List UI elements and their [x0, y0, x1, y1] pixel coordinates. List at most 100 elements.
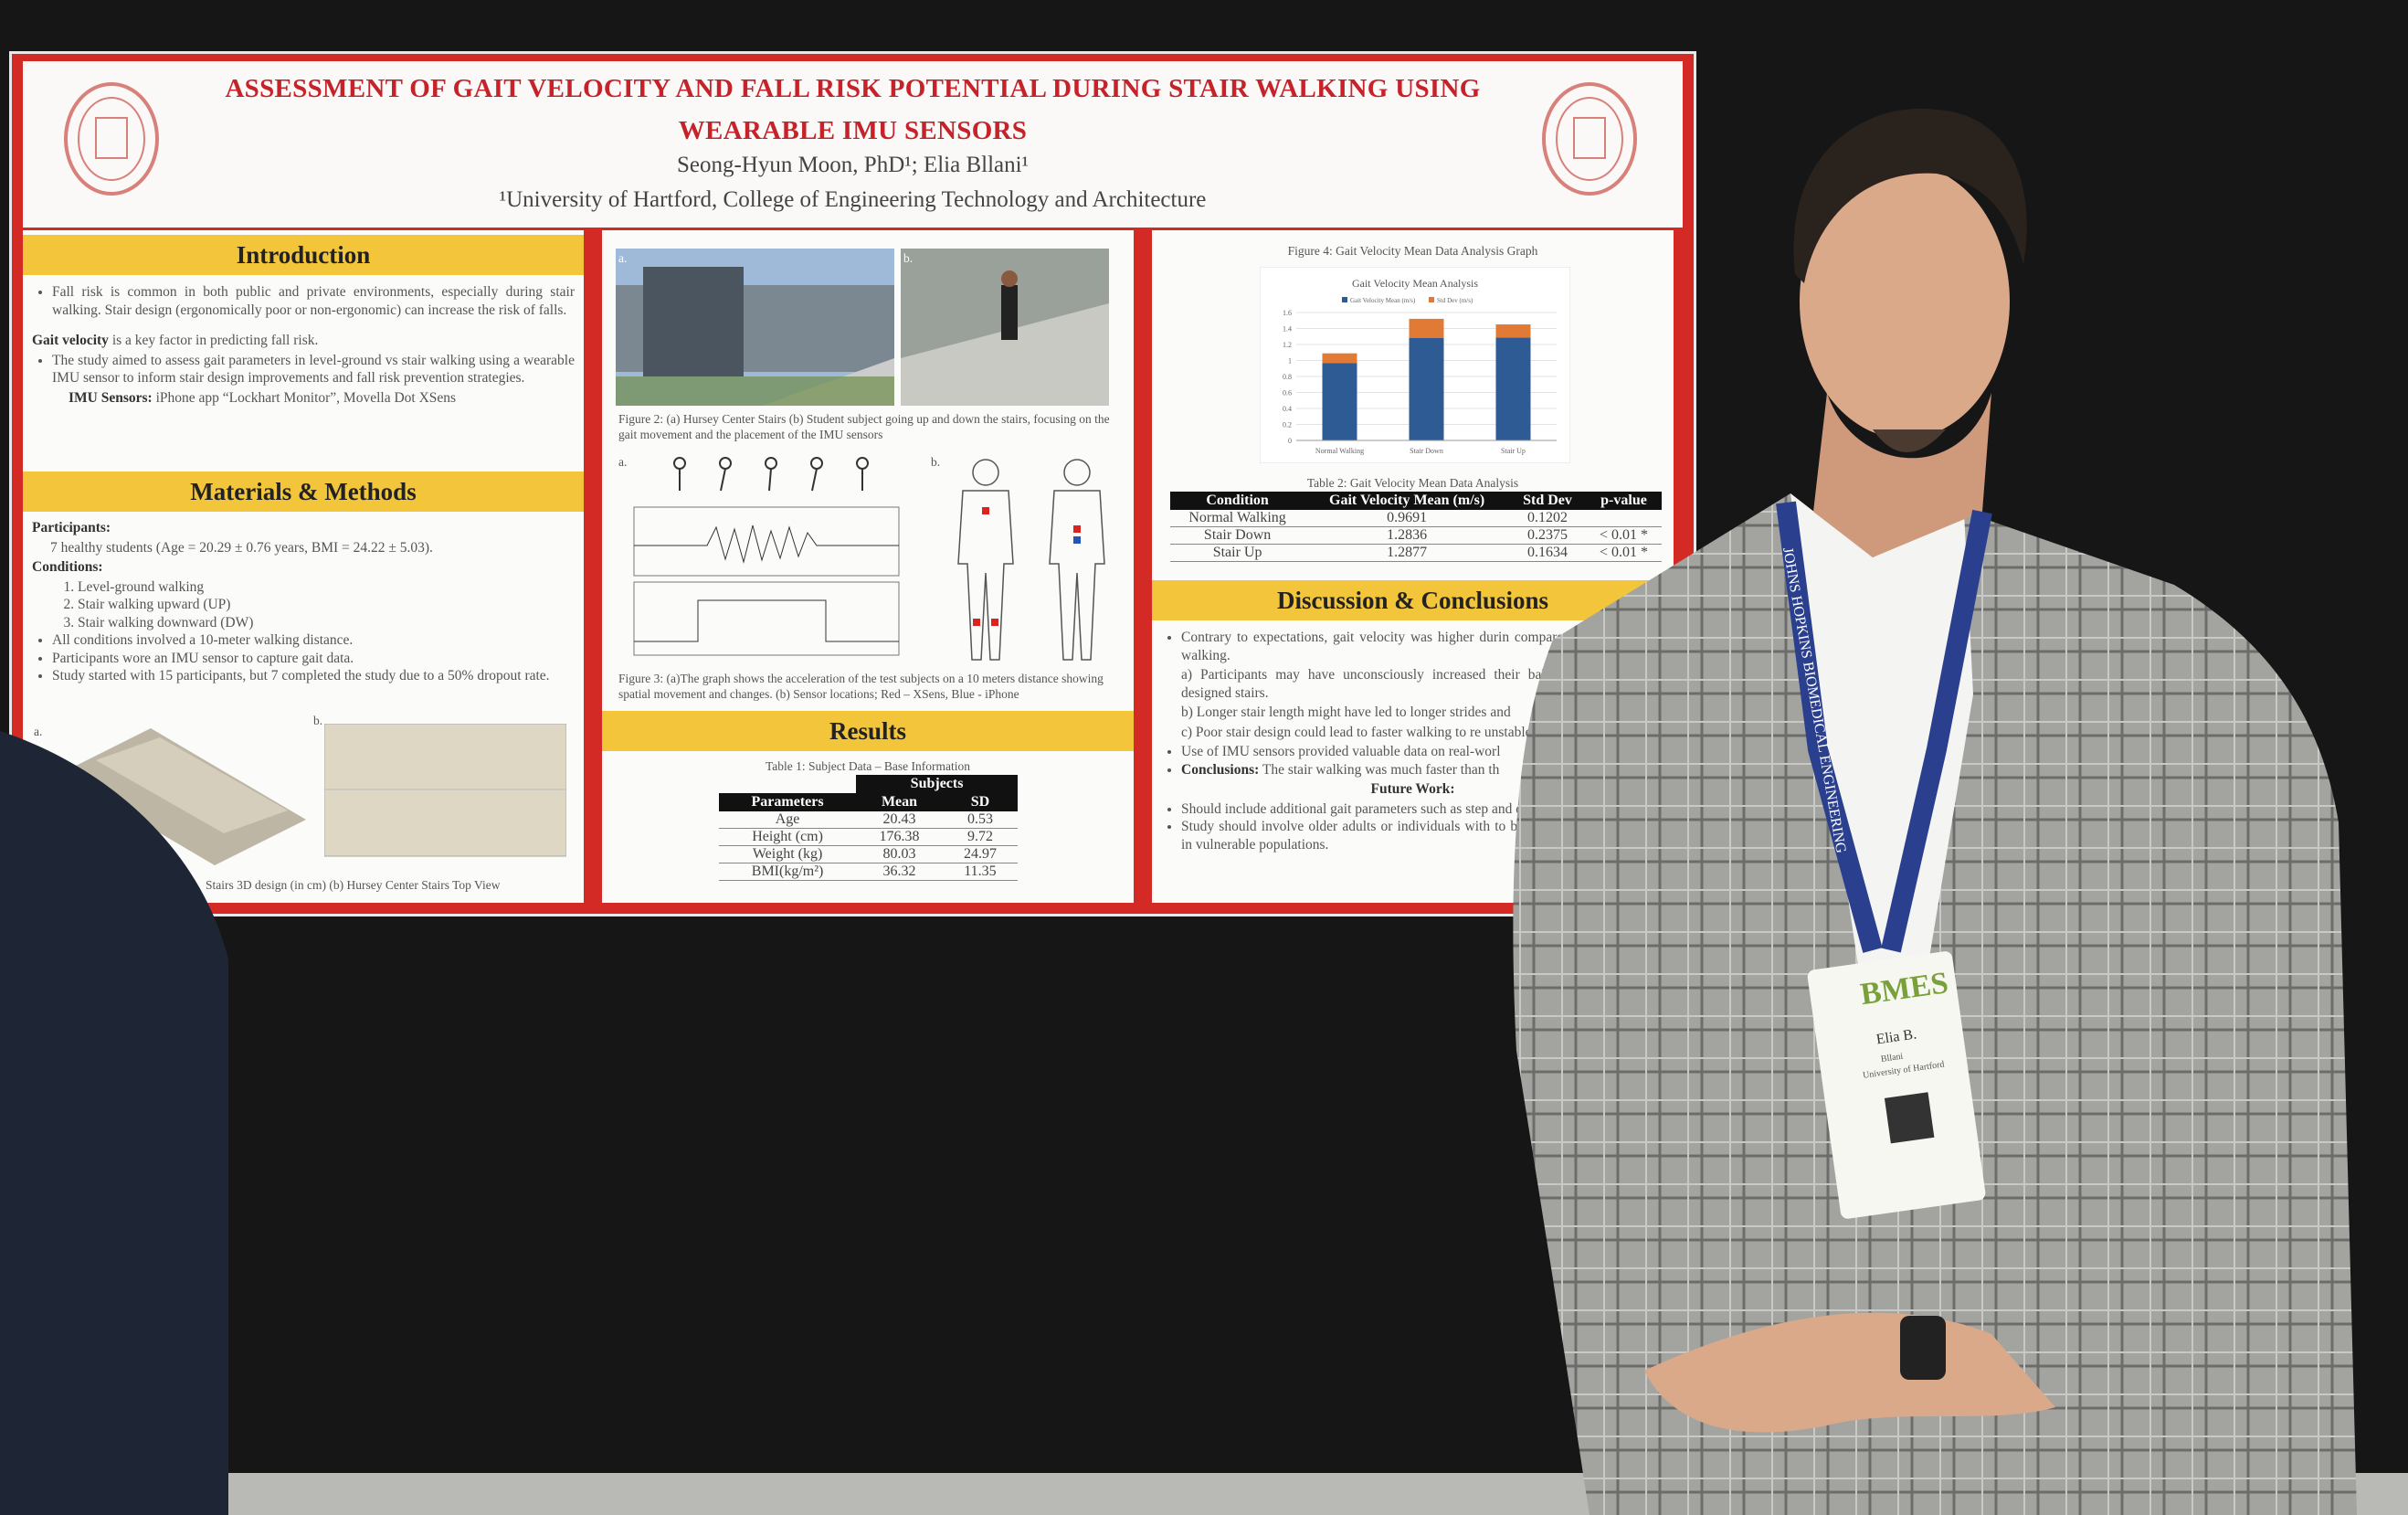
- table-cell: 0.1634: [1509, 544, 1586, 562]
- table-header: Condition: [1170, 492, 1305, 510]
- bar: [1322, 363, 1357, 440]
- text: The stair walking was much faster than t…: [1259, 761, 1500, 778]
- bar: [1322, 353, 1357, 364]
- text: b) Longer stair length might have led to…: [1181, 705, 1511, 720]
- table-cell: 11.35: [942, 863, 1018, 881]
- table-cell: Age: [719, 811, 857, 829]
- bar: [1409, 318, 1444, 338]
- table-cell: 0.9691: [1304, 510, 1510, 527]
- text: iPhone app “Lockhart Monitor”, Movella D…: [152, 389, 457, 406]
- y-tick-label: 1: [1288, 357, 1292, 366]
- bullet: All conditions involved a 10-meter walki…: [52, 631, 575, 650]
- table-cell: Stair Up: [1170, 544, 1305, 562]
- table-cell: Normal Walking: [1170, 510, 1305, 527]
- x-tick-label: Normal Walking: [1315, 447, 1364, 455]
- table-row: Condition Gait Velocity Mean (m/s) Std Dev…: [1170, 492, 1662, 510]
- person-left: [0, 731, 228, 1515]
- table-row: Weight (kg) 80.03 24.97: [719, 845, 1018, 863]
- figure-caption: Figure 3: (a)The graph shows the acceler…: [618, 672, 1104, 701]
- chart-title: Gait Velocity Mean Analysis: [1352, 277, 1478, 290]
- table: Condition Gait Velocity Mean (m/s) Std Dev…: [1170, 492, 1662, 562]
- table: Subjects Parameters Mean SD Age 20.43 0.53 Hei…: [719, 775, 1018, 881]
- y-tick-label: 1.4: [1283, 325, 1292, 334]
- bar: [1409, 337, 1444, 440]
- table-row: Stair Up 1.2877 0.1634 < 0.01 *: [1170, 544, 1662, 562]
- table-cell: 80.03: [856, 845, 943, 863]
- bullet: Use of IMU sensors provided valuable dat…: [1181, 743, 1664, 761]
- bullet: Fall risk is common in both public and p…: [52, 283, 575, 319]
- x-tick-label: Stair Up: [1501, 447, 1526, 455]
- bullet: The study aimed to assess gait parameter…: [52, 352, 575, 387]
- y-tick-label: 0: [1288, 437, 1292, 445]
- photo-stairs: [901, 249, 1109, 406]
- photo-building: [616, 249, 894, 406]
- figure-label: b.: [903, 251, 914, 265]
- person-right: [1513, 108, 2357, 1515]
- table-cell: 20.43: [856, 811, 943, 829]
- list-item: Stair walking upward (UP): [78, 596, 575, 614]
- bold-text: Conclusions:: [1181, 761, 1260, 778]
- section-heading: Results: [602, 711, 1134, 751]
- x-tick-label: Stair Down: [1410, 447, 1443, 455]
- section-heading: Materials & Methods: [23, 471, 584, 512]
- table-row: Normal Walking 0.9691 0.1202: [1170, 510, 1662, 527]
- table-cell: 0.1202: [1509, 510, 1586, 527]
- authors: Seong-Hyun Moon, PhD¹; Elia Bllani¹: [676, 153, 1030, 177]
- chart: Gait Velocity Mean Analysis 0 0.2 0.4 0.6 0.…: [1260, 267, 1570, 463]
- bold-text: Gait velocity: [32, 333, 109, 348]
- list-item: Level-ground walking: [78, 578, 575, 597]
- text: is a key factor in predicting fall risk.: [108, 333, 319, 348]
- table-header: Gait Velocity Mean (m/s): [1304, 492, 1510, 510]
- figure-label: a.: [618, 251, 628, 265]
- figure-caption: Figure 4: Gait Velocity Mean Data Analys…: [1287, 244, 1538, 258]
- stairs-3d: [59, 728, 306, 865]
- bar: [1495, 337, 1531, 440]
- bold-text: Participants:: [32, 520, 111, 535]
- logo-right: [1542, 82, 1637, 196]
- figure-label: a.: [34, 725, 43, 738]
- table-cell: < 0.01 *: [1585, 526, 1662, 545]
- column: Introduction Fall risk is common in both…: [23, 230, 584, 903]
- table-header: Parameters: [719, 793, 857, 811]
- list-item: Stair walking downward (DW): [78, 614, 575, 632]
- text: c) Poor stair design could lead to faste…: [1181, 724, 1568, 740]
- title-line: ASSESSMENT OF GAIT VELOCITY AND FALL RIS…: [225, 74, 1481, 103]
- methods-text: Participants: 7 healthy students (Age = …: [32, 517, 575, 685]
- legend-swatch: [1429, 297, 1434, 302]
- table-cell: 1.2877: [1304, 544, 1510, 562]
- stairs-top-view: [324, 724, 566, 857]
- table-row: BMI(kg/m²) 36.32 11.35: [719, 863, 1018, 881]
- table-cell: 24.97: [942, 845, 1018, 863]
- bold-text: Future Work:: [1370, 781, 1455, 797]
- section-heading: Discussion & Conclusions: [1152, 580, 1674, 620]
- table-cell: 9.72: [942, 828, 1018, 846]
- title-line: WEARABLE IMU SENSORS: [678, 116, 1028, 145]
- table-cell: BMI(kg/m²): [719, 863, 857, 881]
- table-caption: Table 1: Subject Data – Base Information: [766, 759, 970, 773]
- bold-text: Conditions:: [32, 559, 103, 575]
- table-row: Height (cm) 176.38 9.72: [719, 828, 1018, 846]
- figure-label: b.: [931, 455, 941, 469]
- figure-caption: Figure 2: (a) Hursey Center Stairs (b) S…: [618, 412, 1110, 441]
- table-cell: 176.38: [856, 828, 943, 846]
- table-row: Parameters Mean SD: [719, 793, 1018, 811]
- bullet: Contrary to expectations, gait velocity …: [1181, 629, 1664, 664]
- table-header: Std Dev: [1509, 492, 1586, 510]
- affiliation: ¹University of Hartford, College of Engi…: [499, 187, 1207, 212]
- table-row: Stair Down 1.2836 0.2375 < 0.01 *: [1170, 526, 1662, 545]
- badge-surname: Bllani: [1880, 1052, 1904, 1065]
- figure-caption: Stairs 3D design (in cm) (b) Hursey Cent…: [206, 878, 501, 892]
- intro-text: Fall risk is common in both public and p…: [32, 283, 575, 408]
- bar: [1495, 324, 1531, 338]
- table-header: SD: [942, 793, 1018, 811]
- table-cell: < 0.01 *: [1585, 544, 1662, 562]
- poster: ASSESSMENT OF GAIT VELOCITY AND FALL RIS…: [12, 54, 1694, 914]
- y-tick-label: 1.2: [1283, 341, 1292, 349]
- bold-text: IMU Sensors:: [69, 389, 153, 406]
- table-cell: 0.2375: [1509, 526, 1586, 545]
- poster-header: ASSESSMENT OF GAIT VELOCITY AND FALL RIS…: [23, 61, 1683, 228]
- table-header: p-value: [1585, 492, 1662, 510]
- legend-label: Gait Velocity Mean (m/s): [1350, 297, 1416, 304]
